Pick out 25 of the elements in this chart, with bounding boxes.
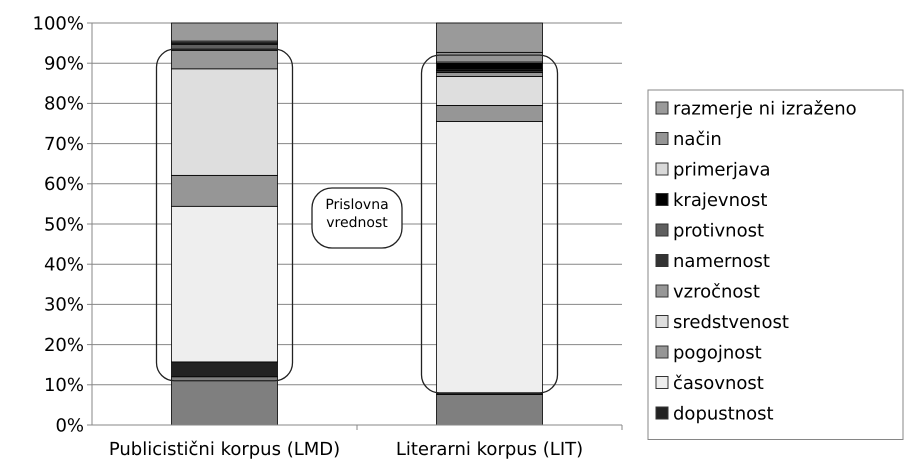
legend-label: razmerje ni izraženo xyxy=(673,98,857,120)
annotation: Prislovna vrednost xyxy=(325,196,389,232)
legend-label: primerjava xyxy=(673,159,771,180)
legend-label: pogojnost xyxy=(673,342,762,364)
y-tick-label: 80% xyxy=(44,94,84,115)
y-tick-label: 0% xyxy=(55,415,84,436)
legend-label: protivnost xyxy=(673,220,764,242)
legend-label: sredstvenost xyxy=(673,312,789,333)
y-tick-label: 50% xyxy=(44,214,84,236)
y-tick-label: 60% xyxy=(44,174,84,196)
legend-label: način xyxy=(673,128,722,150)
y-tick-label: 30% xyxy=(44,294,84,316)
y-tick-label: 90% xyxy=(44,54,84,74)
legend-label: dopustnost xyxy=(673,403,774,424)
x-tick-label: Literarni korpus (LIT) xyxy=(396,439,584,460)
y-tick-label: 40% xyxy=(44,254,84,276)
y-tick-label: 70% xyxy=(44,134,84,155)
y-tick-label: 10% xyxy=(44,375,84,396)
legend-label: krajevnost xyxy=(673,190,768,211)
y-tick-label: 20% xyxy=(44,334,84,356)
legend-label: namernost xyxy=(673,250,770,272)
legend-label: časovnost xyxy=(673,372,764,394)
y-tick-label: 100% xyxy=(32,13,84,34)
legend-label: vzročnost xyxy=(673,281,760,302)
x-tick-label: Publicistični korpus (LMD) xyxy=(108,439,340,460)
